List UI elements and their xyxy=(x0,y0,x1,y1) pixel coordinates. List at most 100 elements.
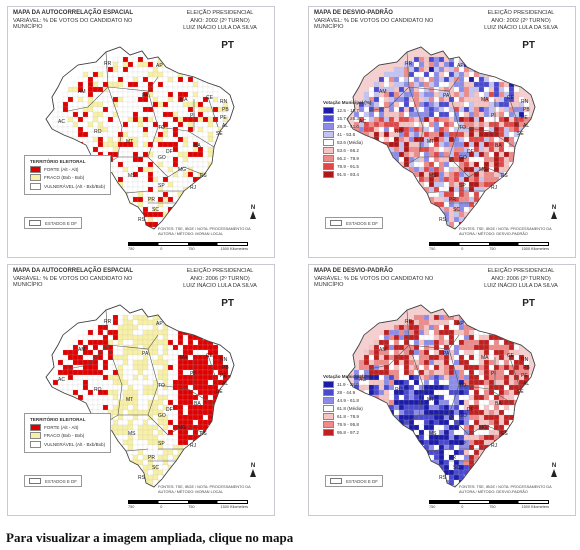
municipality-cell xyxy=(428,76,435,83)
municipality-cell xyxy=(137,126,144,133)
municipality-cell xyxy=(438,86,445,93)
municipality-cell xyxy=(453,101,460,108)
municipality-cell xyxy=(483,86,490,93)
municipality-cell xyxy=(503,146,510,153)
municipality-cell xyxy=(498,409,505,416)
municipality-cell xyxy=(137,329,144,336)
municipality-cell xyxy=(82,71,89,78)
municipality-cell xyxy=(187,324,194,331)
map-panel-autocorrelation-2006[interactable]: MAPA DA AUTOCORRELAÇÃO ESPACIAL VARIÁVEL:… xyxy=(7,264,275,516)
municipality-cell xyxy=(408,66,415,73)
municipality-cell xyxy=(127,96,134,103)
municipality-cell xyxy=(122,414,129,421)
municipality-cell xyxy=(498,369,505,376)
municipality-cell xyxy=(112,191,119,198)
municipality-cell xyxy=(122,216,129,223)
municipality-cell xyxy=(107,464,114,471)
municipality-cell xyxy=(132,339,139,346)
municipality-cell xyxy=(433,131,440,138)
municipality-cell xyxy=(162,56,169,63)
municipality-cell xyxy=(132,146,139,153)
municipality-cell xyxy=(433,141,440,148)
municipality-cell xyxy=(187,141,194,148)
municipality-cell xyxy=(177,146,184,153)
municipality-cell xyxy=(373,181,380,188)
municipality-cell xyxy=(423,76,430,83)
municipality-cell xyxy=(443,66,450,73)
municipality-cell xyxy=(463,364,470,371)
municipality-cell xyxy=(388,429,395,436)
municipality-cell xyxy=(478,151,485,158)
municipality-cell xyxy=(403,176,410,183)
map-panel-autocorrelation-2002[interactable]: MAPA DA AUTOCORRELAÇÃO ESPACIAL VARIÁVEL:… xyxy=(7,6,275,258)
municipality-cell xyxy=(117,464,124,471)
municipality-cell xyxy=(433,186,440,193)
state-label-rs: RS xyxy=(138,217,146,223)
state-label-ap: AP xyxy=(156,63,163,69)
municipality-cell xyxy=(147,364,154,371)
enlarge-map-link[interactable]: Para visualizar a imagem ampliada, cliqu… xyxy=(6,530,294,545)
state-label-am: AM xyxy=(78,347,86,353)
scale-tick: 1500 Kilometers xyxy=(220,505,248,509)
municipality-cell xyxy=(393,76,400,83)
municipality-cell xyxy=(212,161,219,168)
legend-item: 78.9 - 95.8 xyxy=(323,421,371,428)
municipality-cell xyxy=(142,101,149,108)
map-panel-deviation-2002[interactable]: MAPA DE DESVIO-PADRÃO VARIÁVEL: % DE VOTO… xyxy=(308,6,576,258)
municipality-cell xyxy=(117,81,124,88)
municipality-cell xyxy=(503,181,510,188)
municipality-cell xyxy=(473,354,480,361)
municipality-cell xyxy=(227,419,234,426)
municipality-cell xyxy=(428,111,435,118)
municipality-cell xyxy=(217,409,224,416)
municipality-cell xyxy=(122,389,129,396)
municipality-cell xyxy=(127,329,134,336)
municipality-cell xyxy=(478,474,485,481)
municipality-cell xyxy=(72,126,79,133)
municipality-cell xyxy=(428,349,435,356)
municipality-cell xyxy=(132,56,139,63)
municipality-cell xyxy=(77,121,84,128)
municipality-cell xyxy=(72,384,79,391)
municipality-cell xyxy=(413,151,420,158)
municipality-cell xyxy=(403,116,410,123)
municipality-cell xyxy=(458,334,465,341)
municipality-cell xyxy=(528,404,535,411)
municipality-cell xyxy=(182,394,189,401)
municipality-cell xyxy=(107,136,114,143)
municipality-cell xyxy=(453,424,460,431)
municipality-cell xyxy=(67,121,74,128)
municipality-cell xyxy=(202,86,209,93)
municipality-cell xyxy=(413,424,420,431)
municipality-cell xyxy=(137,334,144,341)
scale-bar: 750 0 750 1500 Kilometers xyxy=(429,242,549,251)
municipality-cell xyxy=(518,181,525,188)
municipality-cell xyxy=(97,196,104,203)
municipality-cell xyxy=(127,71,134,78)
municipality-cell xyxy=(453,71,460,78)
municipality-cell xyxy=(518,146,525,153)
municipality-cell xyxy=(112,141,119,148)
municipality-cell xyxy=(142,181,149,188)
municipality-cell xyxy=(428,146,435,153)
municipality-cell xyxy=(423,479,430,486)
municipality-cell xyxy=(67,86,74,93)
municipality-cell xyxy=(92,359,99,366)
municipality-cell xyxy=(162,419,169,426)
municipality-cell xyxy=(423,444,430,451)
municipality-cell xyxy=(127,121,134,128)
municipality-cell xyxy=(473,379,480,386)
map-panel-deviation-2006[interactable]: MAPA DE DESVIO-PADRÃO VARIÁVEL: % DE VOTO… xyxy=(308,264,576,516)
municipality-cell xyxy=(373,191,380,198)
municipality-cell xyxy=(132,389,139,396)
municipality-cell xyxy=(57,126,64,133)
municipality-cell xyxy=(468,166,475,173)
municipality-cell xyxy=(433,334,440,341)
municipality-cell xyxy=(378,76,385,83)
municipality-cell xyxy=(197,349,204,356)
state-label-es: ES xyxy=(200,173,207,179)
